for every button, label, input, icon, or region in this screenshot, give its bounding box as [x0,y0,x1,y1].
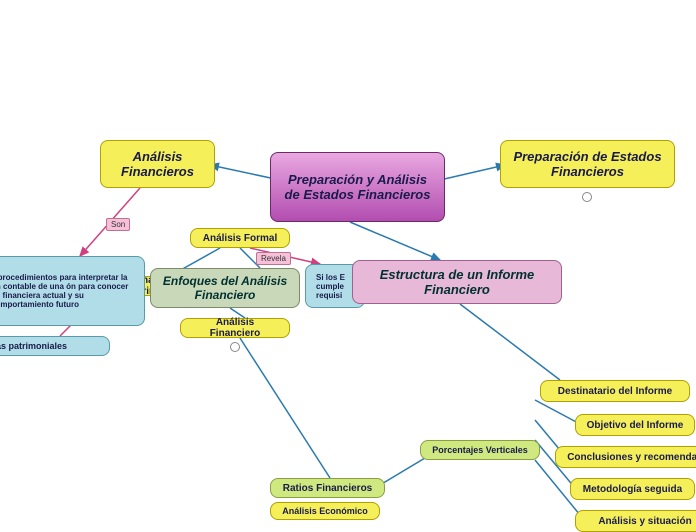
expand-icon[interactable] [582,192,592,202]
node-enfoques[interactable]: Enfoques del Análisis Financiero [150,268,300,308]
node-analisis_situacion[interactable]: Análisis y situación [575,510,696,532]
edge [535,400,580,424]
edge [350,222,440,260]
node-destinatario[interactable]: Destinatario del Informe [540,380,690,402]
edge [240,338,330,478]
edge-label: Revela [256,252,291,265]
node-objetivo[interactable]: Objetivo del Informe [575,414,695,436]
node-sas_patrimoniales[interactable]: sas patrimoniales [0,336,110,356]
edge [440,165,505,180]
node-analisis_economico[interactable]: Análisis Económico [270,502,380,520]
edge [380,455,430,485]
expand-icon[interactable] [230,342,240,352]
node-analisis_fin[interactable]: Análisis Financieros [100,140,215,188]
node-analisis_financiero2[interactable]: Análisis Financiero [180,318,290,338]
node-ratios[interactable]: Ratios Financieros [270,478,385,498]
edge-label: Son [106,218,130,231]
node-conclusiones[interactable]: Conclusiones y recomendac [555,446,696,468]
node-procedimientos[interactable]: y procedimientos para interpretar la ón … [0,256,145,326]
node-metodologia[interactable]: Metodología seguida [570,478,695,500]
edge [460,304,560,380]
node-center[interactable]: Preparación y Análisis de Estados Financ… [270,152,445,222]
node-estructura[interactable]: Estructura de un Informe Financiero [352,260,562,304]
node-analisis_formal[interactable]: Análisis Formal [190,228,290,248]
node-porcentajes[interactable]: Porcentajes Verticales [420,440,540,460]
node-preparacion[interactable]: Preparación de Estados Financieros [500,140,675,188]
